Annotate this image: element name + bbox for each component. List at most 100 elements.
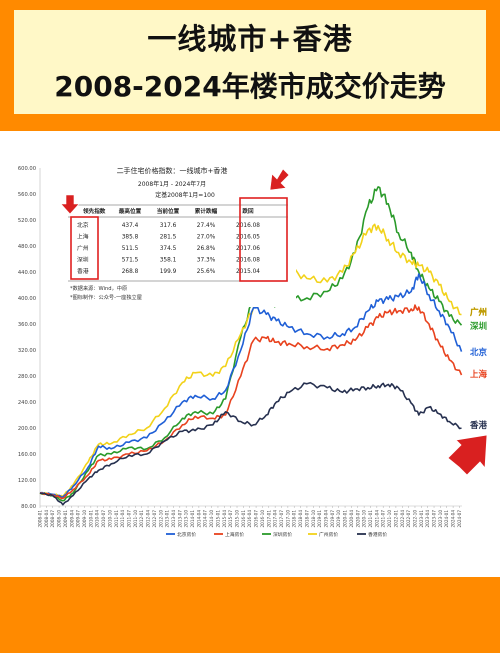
x-tick-label: 2009-04 [69,510,74,528]
series-line-上海 [39,304,463,500]
x-tick-label: 2012-04 [146,510,151,528]
y-tick-label: 280.00 [18,374,36,380]
x-tick-label: 2011-04 [120,510,125,528]
table-header: 领先指数 [83,207,106,215]
x-tick-label: 2015-07 [228,510,233,528]
legend-label: 香港房价 [368,531,387,538]
table-cell: 37.3% [197,258,216,264]
x-tick-label: 2010-10 [107,510,112,528]
legend-label: 上海房价 [225,531,244,538]
x-tick-label: 2013-01 [165,510,170,528]
x-tick-label: 2015-10 [235,510,240,528]
x-tick-label: 2022-01 [393,510,398,528]
x-tick-label: 2021-01 [368,510,373,528]
legend-label: 深圳房价 [273,531,292,538]
table-cell: 281.5 [160,235,177,241]
x-tick-label: 2009-10 [82,510,87,528]
y-tick-label: 320.00 [18,348,36,354]
x-tick-label: 2017-10 [285,510,290,528]
x-tick-label: 2017-04 [273,510,278,528]
highlight-box-fallback [239,197,288,282]
table-header: 累计跌幅 [195,207,218,215]
table-cell: 广州 [77,244,89,252]
table-cell: 385.8 [122,235,139,241]
x-tick-label: 2008-01 [38,510,43,528]
x-tick-label: 2019-10 [336,510,341,528]
x-tick-label: 2023-04 [425,510,430,528]
footer-band [0,577,500,653]
y-tick-label: 160.00 [18,452,36,458]
x-tick-label: 2022-07 [406,510,411,528]
x-tick-label: 2011-07 [126,510,131,528]
table-bg [64,159,296,307]
table-cell: 2017.06 [236,246,260,252]
title-box: 一线城市+香港 2008-2024年楼市成交价走势 [14,10,486,114]
x-tick-label: 2010-04 [95,510,100,528]
x-tick-label: 2012-10 [158,510,163,528]
x-tick-label: 2018-04 [298,510,303,528]
x-tick-label: 2022-04 [400,510,405,528]
x-tick-label: 2015-01 [215,510,220,528]
table-note: *数据来源：Wind，中原 [70,284,127,292]
table-title: 二手住宅价格指数：一线城市+香港 [117,166,228,175]
table-cell: 上海 [77,233,89,241]
x-tick-label: 2017-01 [266,510,271,528]
series-end-label: 香港 [469,420,488,431]
x-tick-label: 2024-01 [444,510,449,528]
title-line1: 一线城市+香港 [147,22,353,56]
x-tick-label: 2009-01 [63,510,68,528]
series-end-label: 广州 [470,307,487,318]
x-tick-label: 2019-07 [330,510,335,528]
table-cell: 深圳 [77,256,89,264]
x-tick-label: 2020-04 [349,510,354,528]
table-note: *图标制作：公众号-一座独立屋 [70,293,142,301]
table-base: 定基2008年1月=100 [155,191,215,199]
x-tick-label: 2023-07 [432,510,437,528]
y-tick-label: 120.00 [18,478,36,484]
x-tick-label: 2016-10 [260,510,265,528]
x-tick-label: 2020-10 [362,510,367,528]
y-tick-label: 480.00 [18,244,36,250]
x-tick-label: 2010-01 [88,510,93,528]
table-cell: 2016.08 [236,258,260,264]
x-tick-label: 2011-10 [133,510,138,528]
x-tick-label: 2014-01 [190,510,195,528]
y-tick-label: 240.00 [18,400,36,406]
table-cell: 27.4% [197,223,216,229]
x-tick-label: 2021-10 [387,510,392,528]
table-cell: 香港 [77,267,89,275]
y-tick-label: 440.00 [18,270,36,276]
x-tick-label: 2014-10 [209,510,214,528]
y-tick-label: 80.00 [21,504,36,510]
header: 一线城市+香港 2008-2024年楼市成交价走势 [0,0,500,120]
table-period: 2008年1月 - 2024年7月 [138,180,206,188]
x-tick-label: 2013-07 [177,510,182,528]
x-tick-label: 2024-04 [451,510,456,528]
x-tick-label: 2023-10 [438,510,443,528]
table-cell: 2015.04 [236,269,260,275]
x-tick-label: 2018-10 [311,510,316,528]
x-tick-label: 2022-10 [412,510,417,528]
x-tick-label: 2021-04 [374,510,379,528]
highlight-box-cities [70,216,99,280]
x-tick-label: 2021-07 [381,510,386,528]
x-tick-label: 2019-04 [323,510,328,528]
x-tick-label: 2016-04 [247,510,252,528]
series-end-label: 上海 [470,369,488,380]
x-tick-label: 2015-04 [222,510,227,528]
series-end-label: 北京 [470,347,488,358]
table-header: 当前位置 [157,207,180,215]
x-tick-label: 2016-07 [254,510,259,528]
x-tick-label: 2012-07 [152,510,157,528]
x-tick-label: 2008-04 [44,510,49,528]
table-cell: 2016.05 [236,235,260,241]
line-chart: 80.00 120.00 160.00 200.00 240.00 280.00 320.0… [18,159,488,538]
table-cell: 25.6% [197,269,216,275]
x-tick-label: 2013-04 [171,510,176,528]
table-cell: 437.4 [122,223,139,229]
y-tick-label: 360.00 [18,322,36,328]
table-header: 跌回 [242,207,254,215]
x-tick-label: 2024-07 [457,510,462,528]
legend-label: 广州房价 [319,531,338,538]
arrow-down-icon [60,194,80,215]
